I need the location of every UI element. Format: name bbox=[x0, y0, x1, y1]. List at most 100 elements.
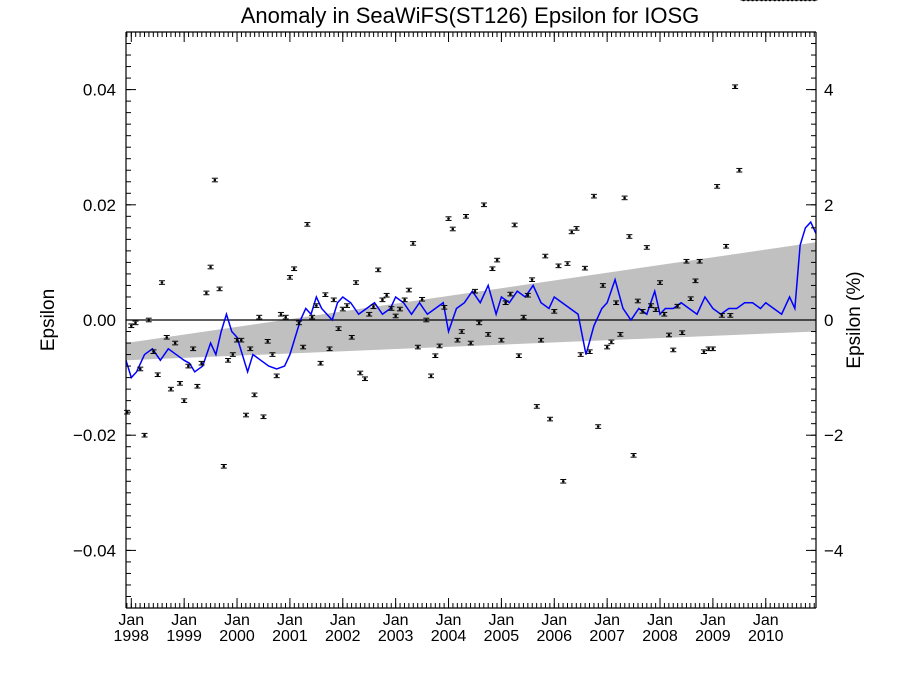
data-point bbox=[736, 167, 743, 173]
point-marker bbox=[548, 417, 552, 421]
point-marker bbox=[786, 0, 790, 2]
point-marker bbox=[513, 223, 516, 227]
data-point bbox=[370, 304, 377, 310]
data-point bbox=[696, 258, 703, 264]
point-marker bbox=[790, 0, 794, 2]
data-point bbox=[608, 339, 615, 345]
point-marker bbox=[671, 348, 675, 352]
x-axis-ticks: Jan1998Jan1999Jan2000Jan2001Jan2002Jan20… bbox=[113, 32, 815, 645]
point-marker bbox=[605, 345, 609, 349]
point-marker bbox=[182, 399, 186, 402]
data-point bbox=[555, 263, 562, 269]
point-marker bbox=[729, 314, 732, 317]
point-marker bbox=[711, 347, 715, 351]
data-point bbox=[613, 300, 620, 306]
point-marker bbox=[209, 265, 212, 269]
point-marker bbox=[689, 297, 692, 300]
point-marker bbox=[685, 259, 688, 263]
data-point bbox=[313, 303, 320, 308]
data-point bbox=[657, 280, 664, 285]
point-marker bbox=[566, 262, 569, 265]
y-axis-ticks: −0.04 −0.02 0.00 0.02 0.04 bbox=[73, 43, 136, 609]
point-marker bbox=[509, 292, 512, 296]
data-point bbox=[172, 340, 179, 346]
point-marker bbox=[178, 382, 182, 385]
data-point bbox=[150, 349, 157, 354]
point-marker bbox=[354, 281, 358, 284]
data-point bbox=[353, 280, 359, 285]
point-marker bbox=[482, 203, 486, 207]
x-tick-year-label: 2000 bbox=[219, 628, 255, 645]
point-marker bbox=[385, 293, 388, 297]
data-point bbox=[405, 287, 412, 293]
point-marker bbox=[319, 361, 322, 365]
data-point bbox=[291, 266, 298, 272]
data-point bbox=[740, 0, 747, 2]
point-marker bbox=[257, 315, 261, 319]
data-point bbox=[229, 352, 236, 357]
y2-tick-label: 0 bbox=[824, 311, 833, 330]
point-marker bbox=[552, 310, 556, 313]
data-point bbox=[462, 214, 469, 219]
point-marker bbox=[799, 0, 803, 2]
data-point bbox=[718, 313, 725, 318]
point-marker bbox=[425, 318, 428, 322]
data-point bbox=[326, 346, 333, 352]
point-marker bbox=[623, 196, 626, 200]
data-point bbox=[414, 344, 421, 350]
data-point bbox=[141, 432, 148, 438]
data-point bbox=[692, 278, 699, 284]
data-point bbox=[304, 222, 311, 227]
point-marker bbox=[755, 0, 759, 2]
y2-tick-label: −2 bbox=[824, 426, 843, 445]
point-marker bbox=[636, 299, 640, 303]
data-point bbox=[366, 311, 373, 317]
point-marker bbox=[376, 268, 380, 272]
data-point bbox=[789, 0, 796, 2]
data-point bbox=[542, 253, 549, 259]
data-point bbox=[732, 84, 739, 90]
point-marker bbox=[751, 0, 754, 2]
point-marker bbox=[129, 324, 133, 328]
data-point bbox=[577, 352, 584, 357]
data-point bbox=[480, 202, 487, 208]
point-marker bbox=[160, 281, 164, 284]
x-tick-year-label: 2004 bbox=[431, 628, 467, 645]
data-point bbox=[379, 297, 386, 303]
point-marker bbox=[557, 264, 560, 268]
data-point bbox=[679, 330, 686, 335]
data-point bbox=[145, 317, 152, 323]
data-point bbox=[428, 373, 435, 379]
point-marker bbox=[773, 0, 777, 2]
data-point bbox=[595, 424, 602, 429]
data-point bbox=[198, 360, 205, 366]
data-point bbox=[529, 277, 536, 282]
data-point bbox=[132, 320, 139, 326]
data-point bbox=[388, 306, 395, 311]
point-marker bbox=[310, 315, 314, 319]
y2-tick-label: −4 bbox=[824, 541, 843, 560]
point-marker bbox=[654, 308, 658, 311]
data-point bbox=[190, 346, 197, 352]
data-point bbox=[771, 0, 778, 2]
data-point bbox=[176, 381, 183, 386]
data-point bbox=[511, 222, 518, 228]
data-point bbox=[551, 309, 558, 314]
point-marker bbox=[694, 279, 697, 283]
point-marker bbox=[813, 0, 816, 2]
data-point bbox=[507, 291, 514, 297]
data-point bbox=[775, 0, 782, 2]
point-marker bbox=[543, 254, 547, 258]
data-point bbox=[560, 478, 567, 484]
point-marker bbox=[279, 312, 283, 316]
data-point bbox=[158, 280, 165, 285]
point-marker bbox=[456, 338, 459, 342]
data-point bbox=[798, 0, 805, 2]
point-marker bbox=[390, 307, 393, 310]
x-tick-month-label: Jan bbox=[753, 612, 779, 629]
data-point bbox=[617, 332, 624, 337]
data-point bbox=[586, 349, 593, 354]
point-marker bbox=[530, 278, 534, 281]
data-point bbox=[419, 296, 426, 302]
